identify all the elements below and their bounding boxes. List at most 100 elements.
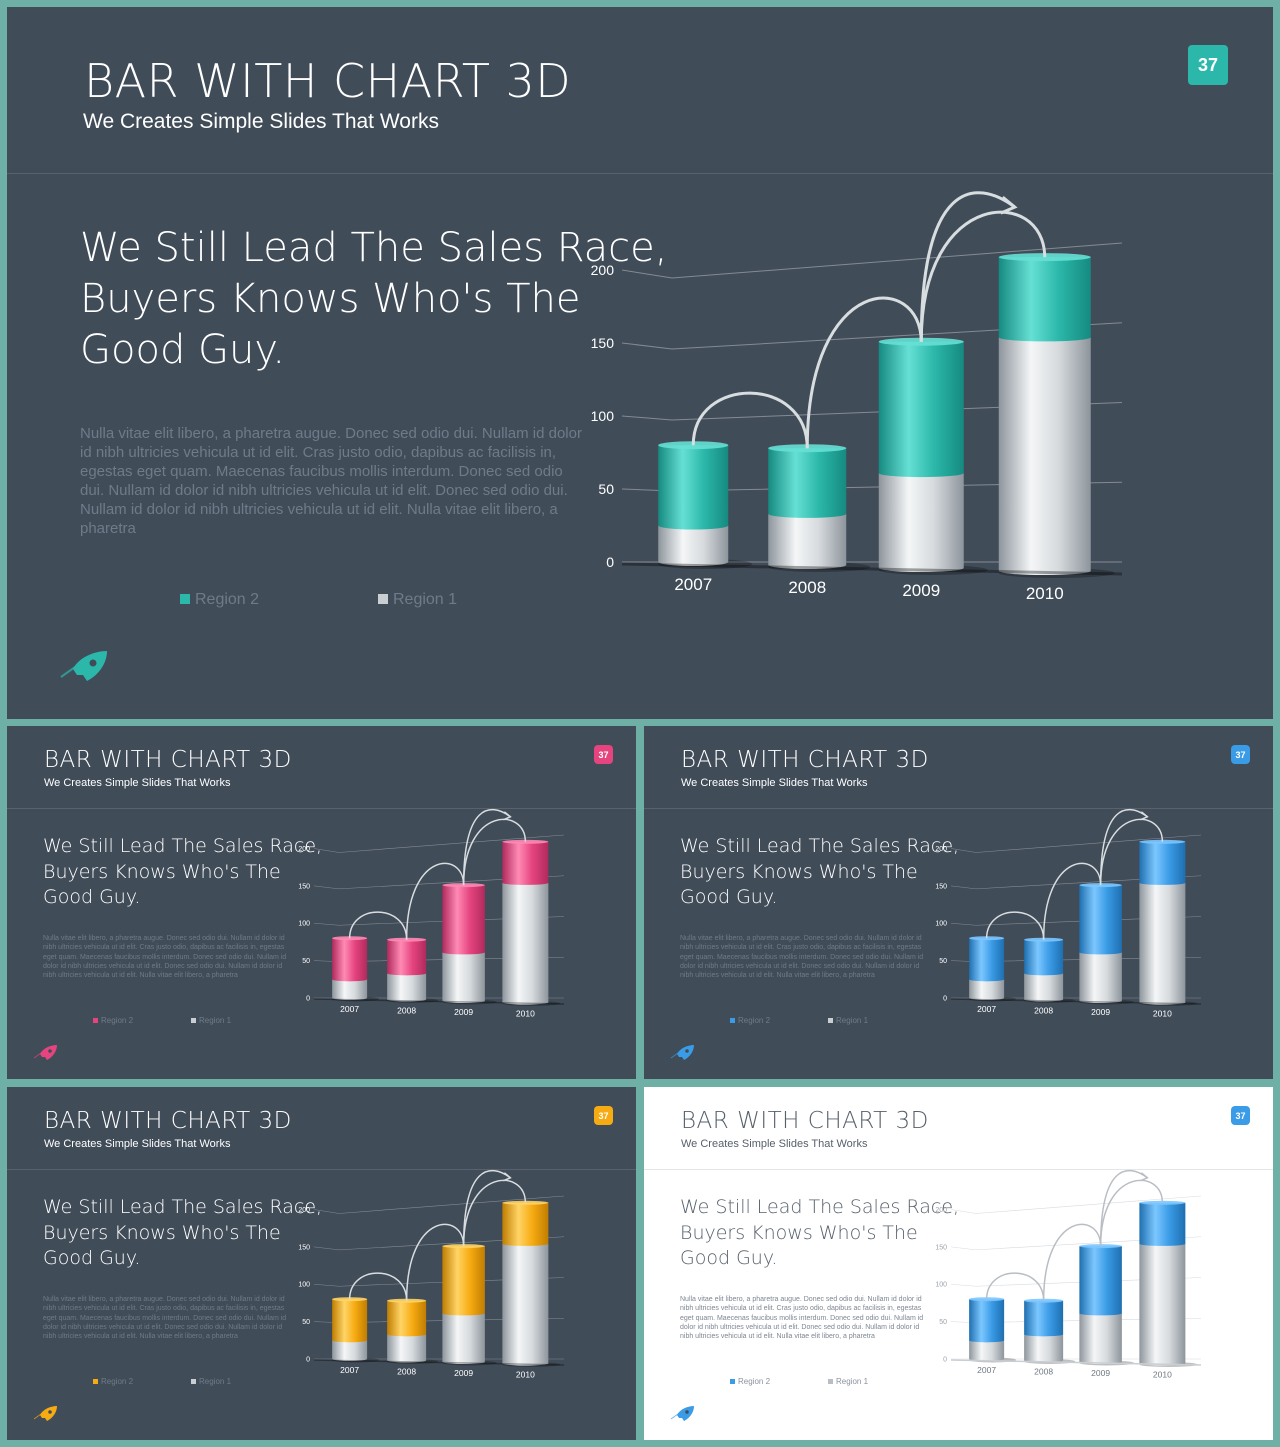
bar-region-2-2007 <box>332 938 368 982</box>
x-tick-label: 2007 <box>340 1365 359 1375</box>
slide-number-badge: 37 <box>1188 45 1228 85</box>
gridline-150 <box>950 875 1202 890</box>
gridline-200 <box>313 1195 565 1214</box>
rocket-window <box>685 1049 689 1053</box>
y-tick-label: 200 <box>935 846 947 853</box>
header-divider <box>644 808 1273 809</box>
legend-region-1: Region 1 <box>828 1377 868 1386</box>
bar-region-2-2007 <box>658 445 729 530</box>
gridline-150 <box>950 1236 1202 1251</box>
x-tick-label: 2007 <box>340 1004 359 1014</box>
rocket-icon <box>60 651 107 681</box>
bar-region-2-2010 <box>998 257 1091 342</box>
rocket-trail <box>60 666 76 678</box>
jump-arrow <box>1099 818 1164 886</box>
legend-label: Region 2 <box>101 1016 134 1025</box>
legend-swatch-region-1 <box>828 1379 833 1384</box>
y-tick-label: 100 <box>298 921 310 928</box>
slide-title: BAR WITH CHART 3D <box>44 747 292 773</box>
legend-region-2: Region 2 <box>730 1016 770 1025</box>
bar-region-1-2010 <box>1139 1243 1186 1366</box>
y-tick-label: 0 <box>606 554 614 570</box>
y-tick-label: 200 <box>591 262 615 278</box>
slide-light: BAR WITH CHART 3D We Creates Simple Slid… <box>644 1087 1273 1440</box>
headline-line-1: We Still Lead The Sales Race, <box>680 1196 960 1218</box>
final-arrow <box>919 191 1016 342</box>
bar-cap <box>442 883 485 888</box>
arrow-head <box>1140 1172 1149 1182</box>
chart-floor <box>621 562 1123 576</box>
rocket-window <box>48 1410 52 1414</box>
y-tick-label: 50 <box>302 1319 310 1326</box>
bar-cap <box>1024 937 1064 942</box>
gridline-100 <box>621 402 1123 421</box>
slide-title: BAR WITH CHART 3D <box>44 1108 292 1134</box>
bar-region-2-2010 <box>1139 1202 1186 1246</box>
rocket-icon <box>33 1406 57 1421</box>
bar-region-1-2009 <box>442 952 485 1003</box>
rocket-window <box>685 1410 689 1414</box>
jump-arrow <box>405 862 465 940</box>
headline: We Still Lead The Sales Race, Buyers Kno… <box>680 834 959 911</box>
legend-region-2: Region 2 <box>93 1377 133 1386</box>
jump-arrow <box>462 818 527 886</box>
bar-region-2-2007 <box>969 938 1005 982</box>
jump-arrow <box>919 210 1047 342</box>
bar-region-2-2008 <box>1024 939 1064 976</box>
legend-swatch-region-1 <box>191 1379 196 1384</box>
bar-region-1-2008 <box>1024 973 1064 1002</box>
arrow-head <box>1000 195 1018 215</box>
legend-swatch-region-2 <box>730 1379 735 1384</box>
jump-arrow <box>1042 1223 1102 1301</box>
y-tick-label: 0 <box>943 1356 947 1363</box>
legend-label: Region 1 <box>836 1377 869 1386</box>
headline-line-1: We Still Lead The Sales Race, <box>80 225 668 271</box>
arrow-head <box>503 811 512 821</box>
rocket-icon <box>670 1406 694 1421</box>
jump-arrow <box>405 1223 465 1301</box>
header-divider <box>7 808 636 809</box>
slide-pink: BAR WITH CHART 3D We Creates Simple Slid… <box>7 726 636 1079</box>
slide-number-badge: 37 <box>594 745 613 764</box>
slide-subtitle: We Creates Simple Slides That Works <box>681 1138 868 1150</box>
legend-region-1: Region 1 <box>191 1377 231 1386</box>
legend-swatch-region-1 <box>191 1018 196 1023</box>
body-paragraph: Nulla vitae elit libero, a pharetra augu… <box>43 1296 287 1341</box>
gridline-200 <box>950 834 1202 853</box>
y-tick-label: 0 <box>306 1356 310 1363</box>
legend-region-2: Region 2 <box>730 1377 770 1386</box>
gridline-100 <box>950 916 1202 926</box>
legend-label: Region 1 <box>199 1377 232 1386</box>
headline-line-2: Buyers Knows Who's The <box>43 1221 281 1244</box>
headline: We Still Lead The Sales Race, Buyers Kno… <box>43 1195 322 1272</box>
legend-label: Region 2 <box>101 1377 134 1386</box>
jump-arrow <box>1099 1179 1164 1247</box>
headline-line-2: Buyers Knows Who's The <box>80 276 581 322</box>
headline: We Still Lead The Sales Race, Buyers Kno… <box>680 1195 959 1272</box>
y-tick-label: 200 <box>935 1207 947 1214</box>
bar-region-1-2008 <box>387 973 427 1002</box>
legend-region-1: Region 1 <box>378 591 457 609</box>
bar-region-2-2009 <box>878 341 964 478</box>
y-tick-label: 50 <box>598 481 614 497</box>
rocket-body <box>677 1045 694 1060</box>
bar-region-1-2007 <box>969 1340 1005 1361</box>
x-tick-label: 2010 <box>1026 584 1064 603</box>
bar-cap <box>332 936 368 941</box>
chart-floor <box>950 998 1202 1005</box>
y-tick-label: 150 <box>935 1244 947 1251</box>
x-tick-label: 2007 <box>977 1365 996 1375</box>
header-divider <box>644 1169 1273 1170</box>
gridline-200 <box>313 834 565 853</box>
bar-region-2-2008 <box>387 939 427 976</box>
headline-line-3: Good Guy. <box>43 1247 141 1269</box>
body-paragraph: Nulla vitae elit libero, a pharetra augu… <box>680 935 924 980</box>
headline-line-2: Buyers Knows Who's The <box>43 860 281 883</box>
headline-line-1: We Still Lead The Sales Race, <box>43 835 323 857</box>
y-tick-label: 0 <box>943 995 947 1002</box>
headline-line-3: Good Guy. <box>80 327 286 373</box>
legend-swatch-region-2 <box>93 1379 98 1384</box>
x-tick-label: 2007 <box>977 1004 996 1014</box>
legend-label: Region 1 <box>393 591 458 608</box>
x-tick-label: 2008 <box>397 1367 416 1377</box>
